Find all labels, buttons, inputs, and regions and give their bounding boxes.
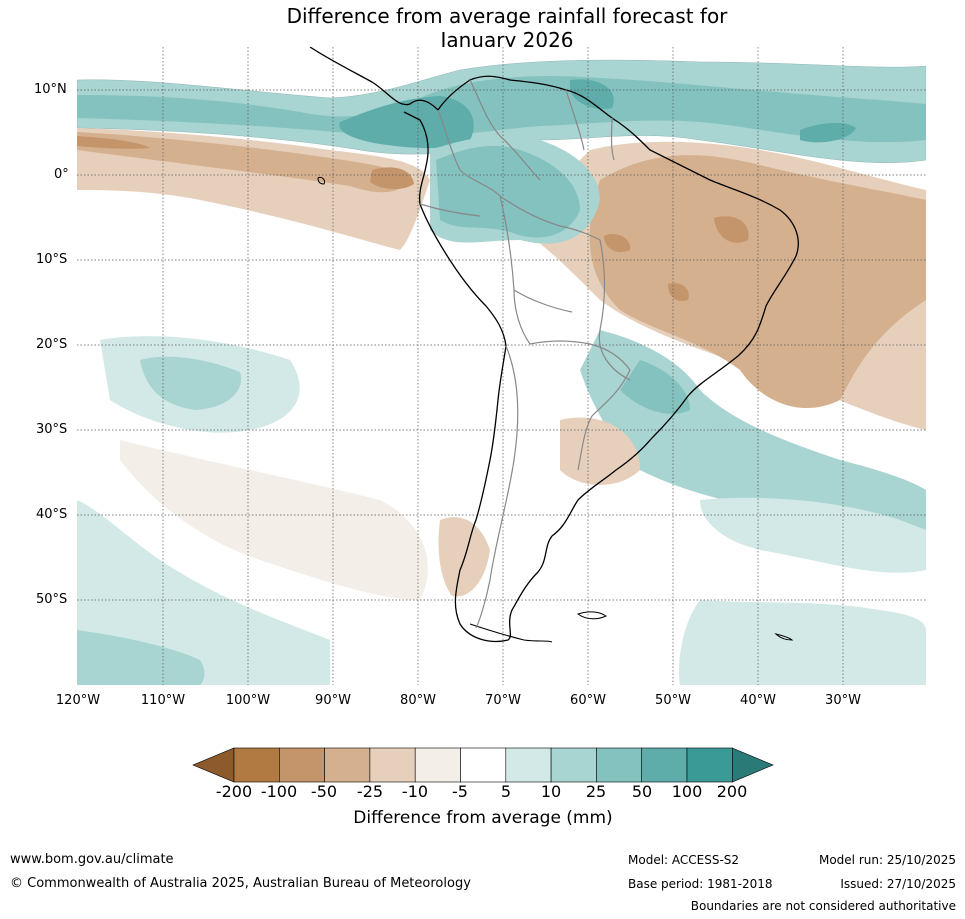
model-run-text: Model run: 25/10/2025 xyxy=(818,853,956,867)
wet-core-atlantic xyxy=(800,122,856,143)
lon-label-110w: 110°W xyxy=(140,693,186,708)
copyright-text: © Commonwealth of Australia 2025, Austra… xyxy=(10,876,471,891)
colorbar-tick: -25 xyxy=(356,782,384,801)
dry-core-ecuador xyxy=(370,167,414,190)
colorbar-tick: 100 xyxy=(671,782,703,801)
colorbar-tick: -50 xyxy=(310,782,338,801)
wet-region-plata xyxy=(620,360,690,414)
colorbar-tick: 50 xyxy=(631,782,653,801)
wet-core-amazon xyxy=(339,96,474,149)
website-link[interactable]: www.bom.gov.au/climate xyxy=(10,852,174,867)
wet-patch-south-pacific-core xyxy=(140,356,242,410)
dry-core-pacific xyxy=(77,136,150,149)
colorbar-tick: 200 xyxy=(716,782,748,801)
dry-band-equatorial-core xyxy=(77,132,410,193)
dry-patch-uruguay xyxy=(560,417,640,485)
base-period-text: Base period: 1981-2018 xyxy=(628,877,773,891)
wet-region-southern-atlantic xyxy=(700,497,926,573)
colorbar-swatch-8 xyxy=(550,747,597,783)
lat-label-40s: 40°S xyxy=(36,507,68,522)
colorbar-swatch-5 xyxy=(414,747,461,783)
lon-label-100w: 100°W xyxy=(225,693,271,708)
rainfall-map xyxy=(77,47,926,685)
lon-label-40w: 40°W xyxy=(740,693,776,708)
colorbar-swatch-3 xyxy=(324,747,371,783)
colorbar-tick: 5 xyxy=(500,782,512,801)
lon-label-30w: 30°W xyxy=(825,693,861,708)
wet-region-southern-ocean-west xyxy=(77,500,330,685)
lat-label-10s: 10°S xyxy=(36,252,68,267)
colorbar-tick: -5 xyxy=(452,782,468,801)
lat-label-30s: 30°S xyxy=(36,422,68,437)
coastline-tierra-del-fuego xyxy=(469,623,553,643)
colorbar-swatch-2 xyxy=(278,747,325,783)
country-borders xyxy=(419,79,631,629)
colorbar-tick: -10 xyxy=(401,782,429,801)
colorbar-swatch-4 xyxy=(369,747,416,783)
colorbar-swatch-1 xyxy=(233,747,280,783)
dry-core-brazil-3 xyxy=(604,233,631,253)
wet-region-southern-ocean-west-core xyxy=(77,630,205,685)
lat-label-10n: 10°N xyxy=(34,82,67,97)
colorbar-swatch-11 xyxy=(686,747,733,783)
lat-label-0: 0° xyxy=(54,167,69,182)
colorbar-tick: -200 xyxy=(215,782,253,801)
model-text: Model: ACCESS-S2 xyxy=(628,853,740,867)
lat-label-50s: 50°S xyxy=(36,592,68,607)
colorbar-swatch-10 xyxy=(641,747,688,783)
lon-label-50w: 50°W xyxy=(655,693,691,708)
graticule xyxy=(77,47,926,685)
lon-label-90w: 90°W xyxy=(315,693,351,708)
lon-label-120w: 120°W xyxy=(55,693,101,708)
south-georgia xyxy=(774,633,794,641)
issued-text: Issued: 27/10/2025 xyxy=(840,877,956,891)
colorbar-tick: 10 xyxy=(540,782,562,801)
title-line-1: Difference from average rainfall forecas… xyxy=(286,4,728,28)
colorbar-title: Difference from average (mm) xyxy=(353,808,613,828)
colorbar-swatch-6 xyxy=(460,747,507,783)
colorbar-tick: -100 xyxy=(260,782,298,801)
galapagos xyxy=(317,177,325,185)
wet-core-caribbean xyxy=(570,79,614,110)
lon-label-70w: 70°W xyxy=(485,693,521,708)
chart-title: Difference from average rainfall forecas… xyxy=(0,4,965,52)
wet-region-southern-ocean-east xyxy=(678,600,926,685)
coastline-south-america xyxy=(309,47,799,643)
colorbar-extension-high xyxy=(731,747,774,783)
dry-core-brazil-1 xyxy=(714,216,749,243)
dry-patch-southern-pacific xyxy=(120,440,428,600)
lat-label-20s: 20°S xyxy=(36,337,68,352)
wet-band-core xyxy=(77,76,926,143)
lon-label-60w: 60°W xyxy=(570,693,606,708)
disclaimer-text: Boundaries are not considered authoritat… xyxy=(690,899,956,913)
colorbar xyxy=(192,747,774,783)
falkland-islands xyxy=(576,611,607,620)
colorbar-extension-low xyxy=(192,747,235,783)
lon-label-80w: 80°W xyxy=(400,693,436,708)
colorbar-tick: 25 xyxy=(585,782,607,801)
colorbar-swatch-9 xyxy=(596,747,643,783)
colorbar-swatch-7 xyxy=(505,747,552,783)
